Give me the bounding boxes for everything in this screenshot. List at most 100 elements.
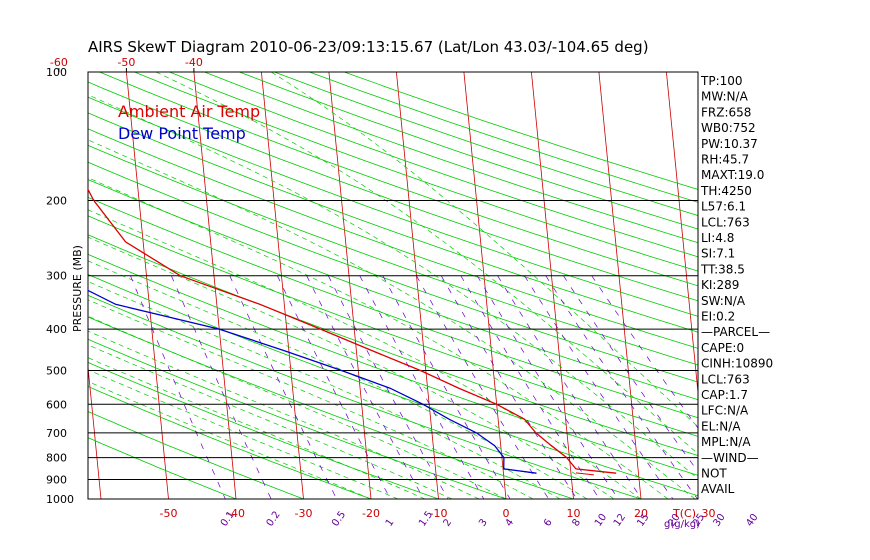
dry-adiabat-line — [88, 215, 698, 437]
dry-adiabat-line — [99, 72, 698, 287]
moist-adiabat-line — [270, 72, 698, 428]
dry-adiabat-line — [88, 316, 574, 499]
isotherm-line — [530, 72, 574, 499]
mixing-ratio-tick-label: 4 — [504, 517, 517, 529]
bottom-temperature-tick-label: -20 — [362, 507, 380, 520]
bottom-temperature-tick-label: -40 — [227, 507, 245, 520]
moist-adiabat-line — [88, 369, 399, 499]
stability-index-20: CAP:1.7 — [701, 388, 748, 402]
dry-adiabat-line — [88, 294, 642, 499]
mixing-ratio-tick-label: 40 — [744, 512, 760, 529]
dry-adiabat-line — [88, 411, 304, 499]
pressure-tick-label: 900 — [46, 473, 67, 486]
moist-adiabat-line — [88, 94, 698, 480]
stability-index-5: RH:45.7 — [701, 153, 749, 167]
dry-adiabat-line — [344, 72, 698, 190]
mixing-ratio-line — [545, 275, 698, 499]
moist-adiabat-line — [88, 315, 507, 499]
stability-index-18: CINH:10890 — [701, 357, 773, 371]
stability-index-13: KI:289 — [701, 278, 739, 292]
mixing-ratio-unit-label: g(g/kg) — [664, 519, 700, 530]
pressure-tick-label: 800 — [46, 452, 67, 465]
bottom-temperature-tick-label: 0 — [503, 507, 510, 520]
dry-adiabat-line — [88, 81, 698, 302]
isotherm-line — [665, 72, 698, 397]
dew-point-temp-line — [88, 289, 537, 474]
dry-adiabat-line — [88, 112, 698, 333]
bottom-temperature-tick-label: -30 — [295, 507, 313, 520]
legend-dew-point-temp: Dew Point Temp — [118, 124, 246, 143]
x-axis-label: T(C) — [672, 507, 696, 520]
mixing-ratio-line — [563, 275, 698, 473]
dry-adiabat-line — [204, 72, 698, 244]
stability-index-0: TP:100 — [700, 74, 743, 88]
mixing-ratio-line — [306, 275, 424, 499]
mixing-ratio-line — [171, 275, 272, 499]
stability-index-1: MW:N/A — [701, 90, 749, 104]
mixing-ratio-line — [476, 275, 619, 499]
moist-adiabat-line — [88, 299, 534, 499]
moist-adiabat-line — [88, 357, 426, 499]
dry-adiabat-line — [239, 72, 698, 230]
dry-adiabat-line — [88, 386, 372, 499]
mixing-ratio-tick-label: 10 — [593, 512, 609, 529]
mixing-ratio-tick-label: 0.5 — [330, 509, 348, 528]
ambient-air-temp-line — [88, 188, 617, 474]
dry-adiabat-line — [88, 437, 237, 499]
moist-adiabat-line — [88, 139, 696, 499]
moist-adiabat-line — [88, 330, 480, 499]
pressure-tick-label: 200 — [46, 195, 67, 208]
pressure-tick-label: 500 — [46, 364, 67, 377]
dry-adiabat-line — [88, 338, 507, 499]
mixing-ratio-line — [382, 275, 511, 499]
isotherm-line — [0, 72, 34, 499]
mixing-ratio-line — [591, 275, 698, 429]
bottom-temperature-tick-label: 10 — [567, 507, 581, 520]
dry-adiabat-line — [88, 96, 698, 317]
mixing-ratio-tick-label: 1 — [384, 517, 397, 529]
mixing-ratio-line — [497, 275, 643, 499]
stability-index-9: LCL:763 — [701, 215, 750, 229]
mixing-ratio-tick-label: 2 — [442, 517, 455, 529]
dry-adiabat-line — [88, 179, 698, 401]
dry-adiabat-line — [169, 72, 698, 258]
stability-index-2: FRZ:658 — [701, 105, 751, 119]
mixing-ratio-tick-label: 8 — [570, 517, 583, 529]
stability-index-14: SW:N/A — [701, 294, 746, 308]
stability-index-8: L57:6.1 — [701, 200, 746, 214]
mixing-ratio-line — [229, 275, 338, 499]
mixing-ratio-tick-label: 3 — [477, 517, 490, 529]
mixing-ratio-line — [327, 275, 449, 499]
stability-index-10: LI:4.8 — [701, 231, 734, 245]
pressure-tick-label: 600 — [46, 398, 67, 411]
dry-adiabat-line — [88, 161, 698, 383]
isotherm-line — [801, 72, 843, 499]
stability-index-26: AVAIL — [701, 482, 735, 496]
stability-index-4: PW:10.37 — [701, 137, 758, 151]
stability-index-16: —PARCEL— — [701, 325, 770, 339]
stability-index-12: TT:38.5 — [700, 262, 745, 276]
stability-index-25: NOT — [701, 467, 727, 481]
moist-adiabat-line — [88, 209, 642, 499]
isotherm-line — [463, 72, 507, 499]
surface-dewpoint-stub — [520, 470, 535, 474]
stability-index-22: EL:N/A — [701, 419, 741, 433]
isotherm-line — [88, 363, 102, 499]
y-axis-label: PRESSURE (MB) — [71, 245, 84, 332]
top-temperature-tick-label: -50 — [117, 56, 135, 69]
pressure-tick-label: 1000 — [46, 493, 74, 506]
pressure-tick-label: 100 — [46, 66, 67, 79]
stability-index-6: MAXT:19.0 — [701, 168, 764, 182]
mixing-ratio-tick-label: 0.2 — [265, 509, 283, 528]
moist-adiabat-line — [155, 72, 698, 455]
dry-adiabat-line — [88, 144, 698, 366]
mixing-ratio-line — [130, 275, 226, 499]
surface-temp-stub — [575, 472, 594, 476]
moist-adiabat-line — [88, 381, 372, 499]
mixing-ratio-line — [460, 275, 600, 499]
dry-adiabat-line — [309, 72, 698, 203]
stability-index-15: EI:0.2 — [701, 310, 735, 324]
pressure-tick-label: 300 — [46, 270, 67, 283]
chart-title: AIRS SkewT Diagram 2010-06-23/09:13:15.6… — [88, 38, 649, 56]
